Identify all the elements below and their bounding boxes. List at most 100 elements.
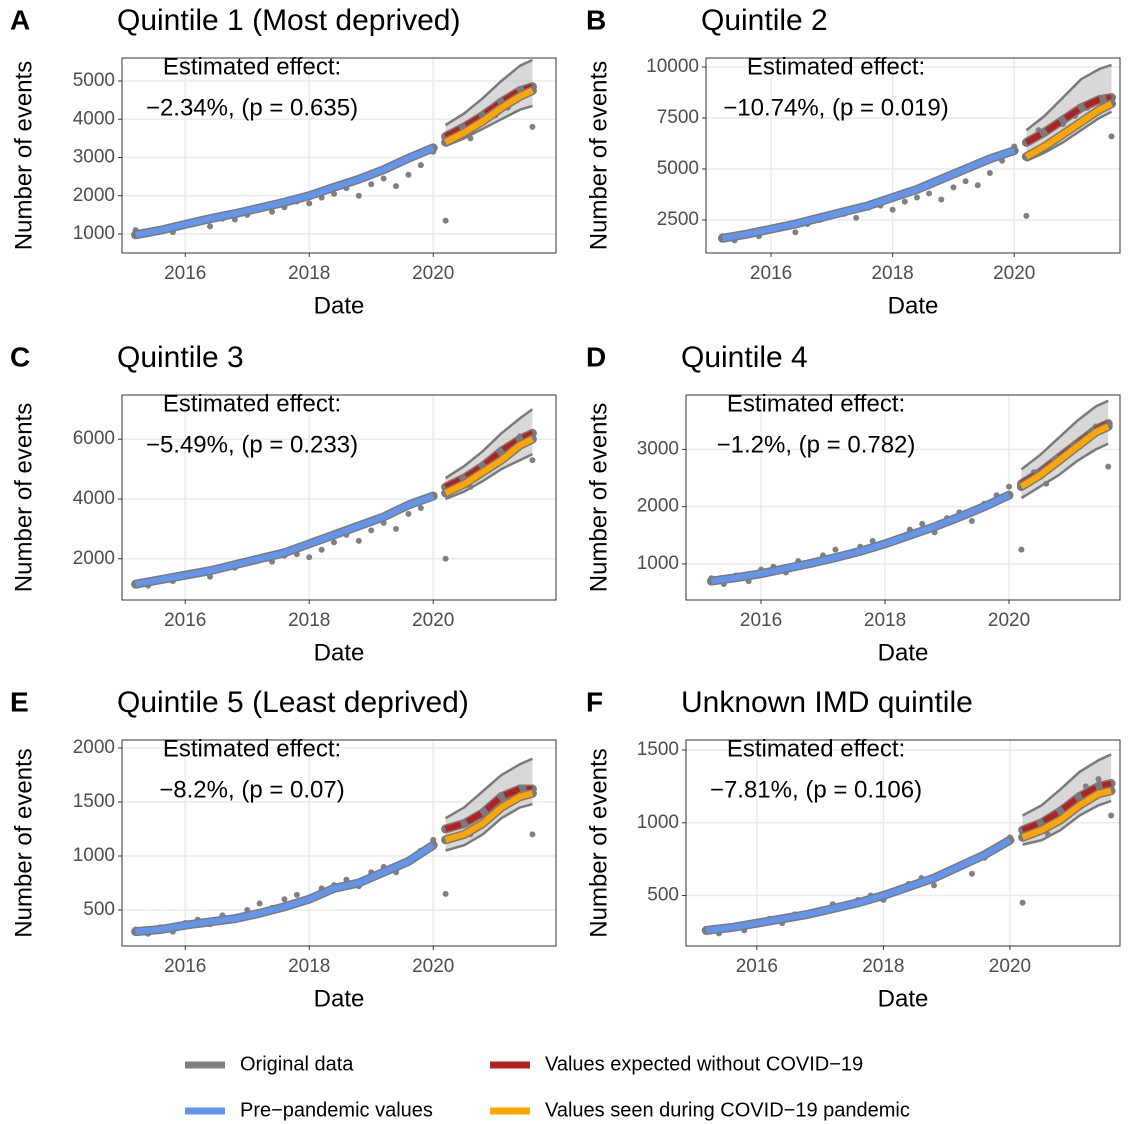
fit-line xyxy=(444,786,533,832)
data-point xyxy=(1108,133,1115,140)
data-point xyxy=(281,896,288,903)
x-axis-label: Date xyxy=(314,985,365,1012)
x-axis-label: Date xyxy=(314,292,365,319)
x-tick-label: 2016 xyxy=(736,956,778,977)
data-point xyxy=(919,520,926,527)
data-point xyxy=(293,891,300,898)
data-point xyxy=(442,555,449,562)
panel: 2000 4000 6000 2016 2018 2020 Estimated effect… xyxy=(10,341,557,666)
y-tick-label: 4000 xyxy=(73,108,115,129)
y-tick-label: 2000 xyxy=(73,185,115,206)
x-tick-label: 2020 xyxy=(412,263,454,284)
x-axis-label: Date xyxy=(878,639,929,666)
data-point xyxy=(968,517,975,524)
data-point xyxy=(1108,812,1115,819)
data-point xyxy=(368,181,375,188)
panel: 1000 2000 3000 2016 2018 2020 Estimated effect… xyxy=(585,341,1121,666)
y-axis-label: Number of events xyxy=(10,61,37,250)
data-point xyxy=(901,198,908,205)
x-tick-label: 2020 xyxy=(989,956,1031,977)
y-axis-label: Number of events xyxy=(10,748,37,937)
panel-label: C xyxy=(10,341,30,372)
upper-bound xyxy=(444,757,533,820)
data-point xyxy=(355,537,362,544)
y-tick-label: 500 xyxy=(647,885,679,906)
x-tick-label: 2018 xyxy=(288,610,330,631)
plot-background xyxy=(686,395,1120,600)
x-tick-label: 2018 xyxy=(871,263,913,284)
data-point xyxy=(380,175,387,182)
data-point xyxy=(368,527,375,534)
data-point xyxy=(913,194,920,201)
y-tick-label: 2000 xyxy=(73,737,115,758)
panel-border xyxy=(121,57,557,254)
data-point xyxy=(529,123,536,130)
data-point xyxy=(442,217,449,224)
data-point xyxy=(968,870,975,877)
lower-bound xyxy=(1022,799,1112,846)
lower-bound xyxy=(445,453,533,501)
x-tick-label: 2018 xyxy=(864,610,906,631)
panel-title: Quintile 4 xyxy=(681,341,808,374)
upper-bound xyxy=(1022,753,1112,817)
legend-label: Original data xyxy=(240,1053,354,1075)
panel: 500 1000 1500 2016 2018 2020 Estimated effect:… xyxy=(585,686,1121,1012)
y-tick-label: 10000 xyxy=(646,56,699,77)
legend: Original data Values expected without COV… xyxy=(185,1053,910,1121)
panel-border xyxy=(705,57,1121,254)
annotation: Estimated effect: xyxy=(727,390,905,417)
y-tick-label: 1000 xyxy=(637,553,679,574)
panel-border xyxy=(685,394,1121,601)
data-point xyxy=(393,525,400,532)
plot-background xyxy=(706,58,1120,253)
data-point xyxy=(417,504,424,511)
annotation: −7.81%, (p = 0.106) xyxy=(710,776,922,803)
fit-line xyxy=(705,837,1012,934)
annotation: Estimated effect: xyxy=(163,390,341,417)
x-tick-label: 2016 xyxy=(750,263,792,284)
data-point xyxy=(792,229,799,236)
data-point xyxy=(1095,776,1102,783)
x-axis-label: Date xyxy=(878,985,929,1012)
data-point xyxy=(529,831,536,838)
y-axis-label: Number of events xyxy=(10,403,37,592)
data-point xyxy=(1023,212,1030,219)
legend-label: Values seen during COVID−19 pandemic xyxy=(545,1099,910,1121)
x-tick-label: 2018 xyxy=(288,263,330,284)
y-tick-label: 1500 xyxy=(73,791,115,812)
data-point xyxy=(405,171,412,178)
panel-label: D xyxy=(586,341,606,372)
panel: 2500 5000 7500 10000 2016 2018 2020 Estimated e… xyxy=(585,4,1121,319)
data-point xyxy=(938,196,945,203)
panel-title: Quintile 1 (Most deprived) xyxy=(117,4,460,37)
upper-bound xyxy=(444,408,534,480)
panel-label: B xyxy=(586,4,606,35)
panel-title: Quintile 3 xyxy=(117,341,244,374)
y-tick-label: 3000 xyxy=(73,147,115,168)
plot-background xyxy=(686,740,1120,946)
fit-line xyxy=(135,493,435,588)
y-tick-label: 1000 xyxy=(637,812,679,833)
data-point xyxy=(1006,483,1013,490)
data-point xyxy=(393,183,400,190)
panel-label: E xyxy=(10,686,29,717)
annotation: Estimated effect: xyxy=(163,53,341,80)
legend-label: Values expected without COVID−19 xyxy=(545,1053,863,1075)
data-point xyxy=(306,200,313,207)
lower-bound xyxy=(445,802,533,852)
fit-line xyxy=(1024,94,1112,146)
fit-line xyxy=(710,492,1011,585)
fit-line xyxy=(444,430,534,490)
fit-line xyxy=(1019,423,1110,490)
data-point xyxy=(853,214,860,221)
y-axis-label: Number of events xyxy=(585,748,612,937)
x-tick-label: 2020 xyxy=(412,610,454,631)
legend-label: Pre−pandemic values xyxy=(240,1099,433,1121)
upper-bound xyxy=(1025,63,1112,132)
fit-line xyxy=(444,87,534,145)
data-point xyxy=(986,170,993,177)
data-point xyxy=(442,890,449,897)
data-point xyxy=(417,162,424,169)
data-point xyxy=(962,178,969,185)
x-axis-label: Date xyxy=(314,639,365,666)
